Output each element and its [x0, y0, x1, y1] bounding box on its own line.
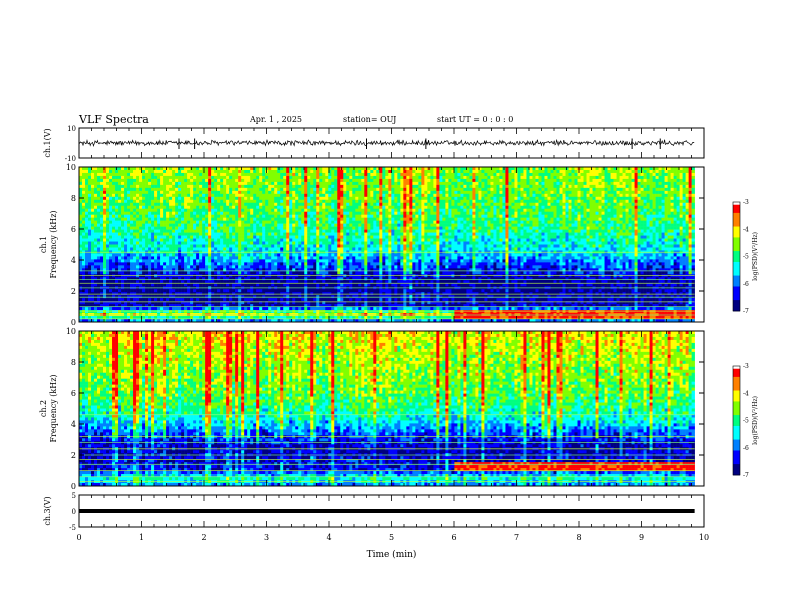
ch1-spectrogram-ytick-label: 0 [71, 318, 76, 327]
ch1-spectrogram-ytick-label: 4 [71, 256, 76, 265]
ch3-ytick-label: 5 [72, 492, 76, 500]
ch2-spectrogram-ytick-label: 4 [71, 420, 76, 429]
ch3-ytick-label: -5 [69, 524, 76, 532]
ch1-spectrogram-colorbar [733, 202, 740, 311]
ch2-spectrogram-ylabel-channel: ch.2 [39, 400, 48, 417]
ch1-spectrogram-ytick-label: 6 [71, 225, 76, 234]
ch2-spectrogram-cells [79, 331, 695, 486]
ch1-waveform-line [79, 140, 694, 146]
ch2-spectrogram-colorbar-tick-label: -6 [743, 445, 749, 452]
x-tick-label: 6 [451, 533, 456, 542]
ch2-spectrogram-ytick-label: 0 [71, 482, 76, 491]
ch1-spectrogram-ylabel-frequency: Frequency (kHz) [49, 210, 58, 278]
x-tick-label: 3 [264, 533, 269, 542]
ch1-ylabel: ch.1(V) [43, 128, 52, 157]
x-tick-label: 7 [514, 533, 519, 542]
ch2-spectrogram-ytick-label: 6 [71, 389, 76, 398]
ch1-spectrogram-colorbar-tick-label: -7 [743, 308, 749, 315]
ch1-spectrogram-ytick-label: 10 [66, 163, 76, 172]
ch1-spectrogram-ylabel-channel: ch.1 [39, 236, 48, 253]
ch1-ytick-label: 10 [67, 125, 76, 133]
x-axis-label: Time (min) [367, 549, 417, 560]
ch2-spectrogram-colorbar-label: log(PSD)(V²/Hz) [752, 396, 759, 445]
x-tick-label: 9 [639, 533, 644, 542]
ch2-spectrogram-ytick-label: 8 [71, 358, 76, 367]
ch2-spectrogram-colorbar-tick-label: -7 [743, 472, 749, 479]
x-tick-label: 0 [76, 533, 81, 542]
ch1-spectrogram-ytick-label: 8 [71, 194, 76, 203]
ch2-spectrogram-colorbar-tick-label: -5 [743, 418, 749, 425]
ch2-spectrogram-colorbar [733, 366, 740, 475]
ch2-spectrogram-ytick-label: 10 [66, 327, 76, 336]
ch1-spectrogram-colorbar-tick-label: -4 [743, 226, 749, 233]
ch2-spectrogram-ytick-label: 2 [71, 451, 76, 460]
ch2-spectrogram-colorbar-tick-label: -4 [743, 390, 749, 397]
x-tick-label: 2 [201, 533, 206, 542]
x-tick-label: 10 [699, 533, 709, 542]
ch2-spectrogram-colorbar-tick-label: -3 [743, 363, 749, 370]
ch2-spectrogram-ylabel-frequency: Frequency (kHz) [49, 374, 58, 442]
x-tick-label: 5 [389, 533, 394, 542]
ch1-spectrogram-colorbar-tick-label: -5 [743, 254, 749, 261]
ch1-spectrogram-colorbar-label: log(PSD)(V²/Hz) [752, 232, 759, 281]
ch1-spectrogram-cells [79, 167, 695, 322]
ch1-spectrogram-colorbar-tick-label: -3 [743, 199, 749, 206]
ch3-ytick-label: 0 [72, 508, 76, 516]
ch1-spectrogram-ytick-label: 2 [71, 287, 76, 296]
ch1-spectrogram-colorbar-tick-label: -6 [743, 281, 749, 288]
x-tick-label: 4 [326, 533, 331, 542]
ch1-ytick-label: -10 [65, 155, 76, 163]
x-tick-label: 8 [576, 533, 581, 542]
ch3-ylabel: ch.3(V) [43, 496, 52, 525]
x-tick-label: 1 [139, 533, 144, 542]
